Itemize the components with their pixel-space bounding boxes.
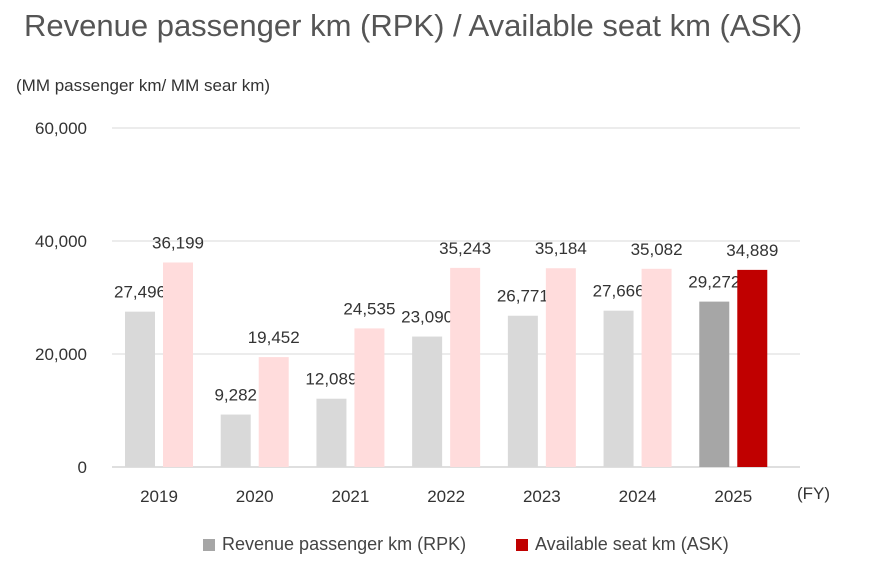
bar-rpk [603, 310, 634, 467]
data-label-rpk: 29,272 [688, 273, 740, 292]
data-label-rpk: 26,771 [497, 287, 549, 306]
x-tick-label: 2019 [140, 487, 178, 506]
legend-swatch-ask [516, 538, 528, 551]
x-tick-label: 2023 [523, 487, 561, 506]
bar-rpk [699, 301, 730, 467]
data-label-rpk: 12,089 [305, 370, 357, 389]
data-label-ask: 19,452 [248, 328, 300, 347]
bar-rpk [316, 398, 347, 467]
x-tick-label: 2021 [332, 487, 370, 506]
bar-ask [737, 269, 768, 467]
data-label-ask: 34,889 [726, 241, 778, 260]
y-tick-label: 40,000 [35, 232, 87, 251]
data-label-ask: 24,535 [343, 299, 395, 318]
bar-ask [258, 357, 289, 467]
x-axis-suffix-label: (FY) [797, 484, 831, 503]
bar-ask [450, 267, 481, 467]
y-tick-label: 20,000 [35, 345, 87, 364]
bar-ask [641, 268, 672, 467]
bar-rpk [412, 336, 443, 467]
bar-ask [163, 262, 193, 467]
data-label-ask: 35,082 [631, 240, 683, 259]
legend-label-ask: Available seat km (ASK) [535, 534, 729, 554]
chart-title: Revenue passenger km (RPK) / Available s… [24, 8, 803, 43]
bar-rpk [507, 315, 538, 467]
legend-item-ask: Available seat km (ASK) [516, 534, 729, 555]
x-tick-label: 2024 [619, 487, 657, 506]
legend-label-rpk: Revenue passenger km (RPK) [222, 534, 467, 554]
data-label-ask: 35,184 [535, 239, 587, 258]
data-label-ask: 36,199 [152, 233, 204, 252]
x-tick-label: 2025 [714, 487, 752, 506]
x-tick-label: 2020 [236, 487, 274, 506]
bar-rpk [125, 311, 155, 467]
data-label-ask: 35,243 [439, 239, 491, 258]
x-tick-label: 2022 [427, 487, 465, 506]
bar-ask [354, 328, 385, 467]
data-label-rpk: 27,666 [593, 282, 645, 301]
data-label-rpk: 23,090 [401, 308, 453, 327]
y-tick-label: 60,000 [35, 119, 87, 138]
bar-ask [545, 268, 576, 467]
legend-swatch-rpk [203, 538, 215, 551]
y-tick-label: 0 [78, 458, 87, 477]
y-axis-unit-label: (MM passenger km/ MM sear km) [16, 76, 271, 95]
legend-item-rpk: Revenue passenger km (RPK) [203, 534, 466, 555]
data-label-rpk: 9,282 [214, 386, 257, 405]
data-label-rpk: 27,496 [114, 283, 166, 302]
bar-rpk [220, 414, 251, 467]
